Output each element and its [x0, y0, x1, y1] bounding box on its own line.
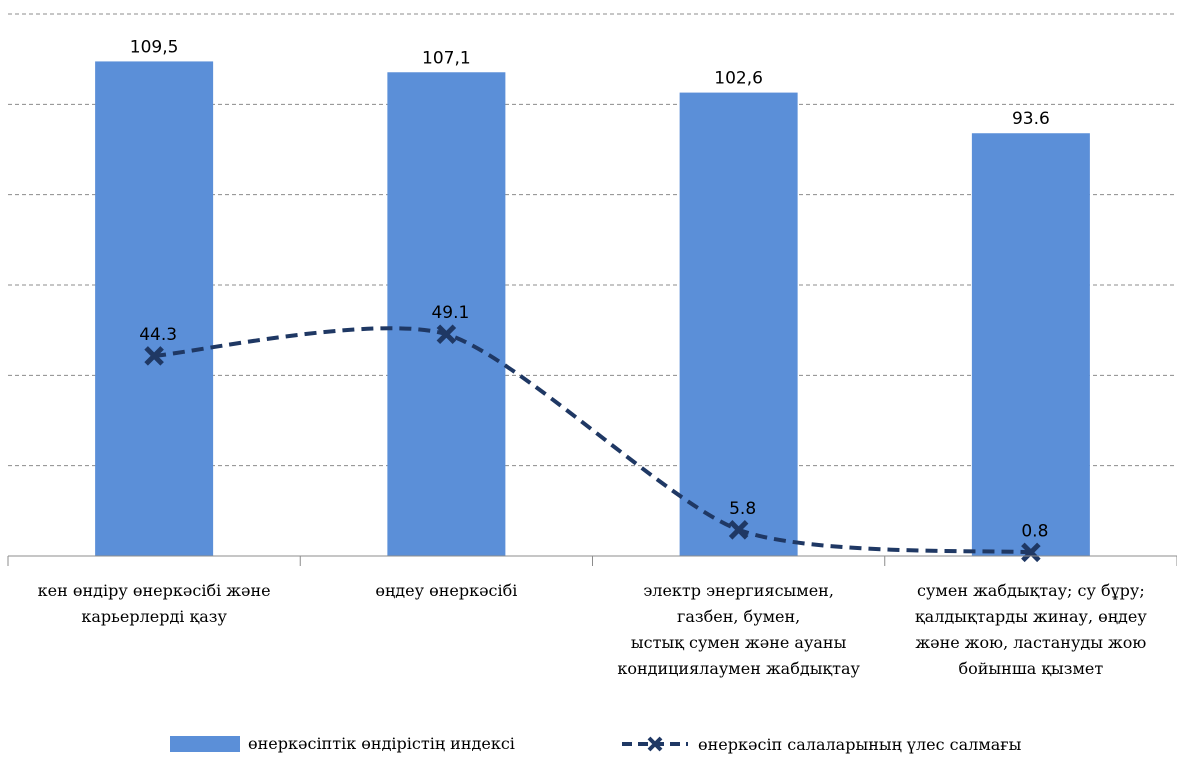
category-label: карьерлерді қазу — [81, 607, 227, 626]
category-label: кен өндіру өнеркәсібі және — [38, 581, 271, 600]
line-point-marker — [1021, 542, 1041, 563]
bar — [95, 61, 214, 557]
legend-line-swatch — [622, 736, 688, 752]
line-point-marker — [144, 346, 164, 366]
legend-item-bar: өнеркәсіптік өндірістің индексі — [170, 734, 515, 753]
category-label: өңдеу өнеркәсібі — [375, 581, 517, 600]
category-label: кондициялаумен жабдықтау — [617, 659, 860, 678]
category-label: электр энергиясымен, — [643, 581, 834, 600]
line-value-label: 49.1 — [431, 303, 469, 323]
bar — [387, 72, 506, 556]
line-value-label: 5.8 — [729, 499, 756, 519]
x-axis — [7, 555, 1177, 566]
category-label: қалдықтарды жинау, өңдеу — [915, 607, 1147, 626]
line-point-marker — [728, 520, 749, 540]
legend-line-label: өнеркәсіп салаларының үлес салмағы — [698, 734, 1022, 754]
legend-bar-label: өнеркәсіптік өндірістің индексі — [248, 734, 515, 753]
category-label: сумен жабдықтау; су бұру; — [917, 581, 1145, 600]
line-series — [144, 324, 1041, 563]
category-label: газбен, бумен, — [677, 607, 800, 626]
legend: өнеркәсіптік өндірістің индексі өнеркәсі… — [0, 734, 1177, 760]
line-value-label: 0.8 — [1021, 521, 1048, 541]
category-label: бойынша қызмет — [959, 659, 1104, 678]
series-line — [153, 326, 1032, 555]
bar — [679, 92, 798, 556]
bar — [971, 133, 1090, 557]
category-labels: кен өндіру өнеркәсібі және карьерлерді қа… — [38, 581, 1148, 678]
legend-bar-swatch — [170, 735, 240, 752]
bar-value-label: 93.6 — [1012, 109, 1050, 129]
data-labels: 109,5 107,1 102,6 93.6 44.3 49.1 5.8 0.8 — [130, 37, 1050, 541]
bar-series — [95, 61, 1090, 557]
chart: 109,5 107,1 102,6 93.6 44.3 49.1 5.8 0.8 кен өн… — [7, 13, 1177, 678]
line-point-marker — [436, 324, 457, 344]
bar-value-label: 102,6 — [714, 69, 763, 89]
line-value-label: 44.3 — [139, 325, 177, 345]
bar-value-label: 109,5 — [130, 37, 179, 57]
bar-value-label: 107,1 — [422, 48, 471, 68]
category-label: ыстық сумен және ауаны — [631, 633, 847, 652]
category-label: және жою, ластануды жою — [915, 633, 1146, 652]
legend-item-line: өнеркәсіп салаларының үлес салмағы — [620, 734, 1021, 754]
